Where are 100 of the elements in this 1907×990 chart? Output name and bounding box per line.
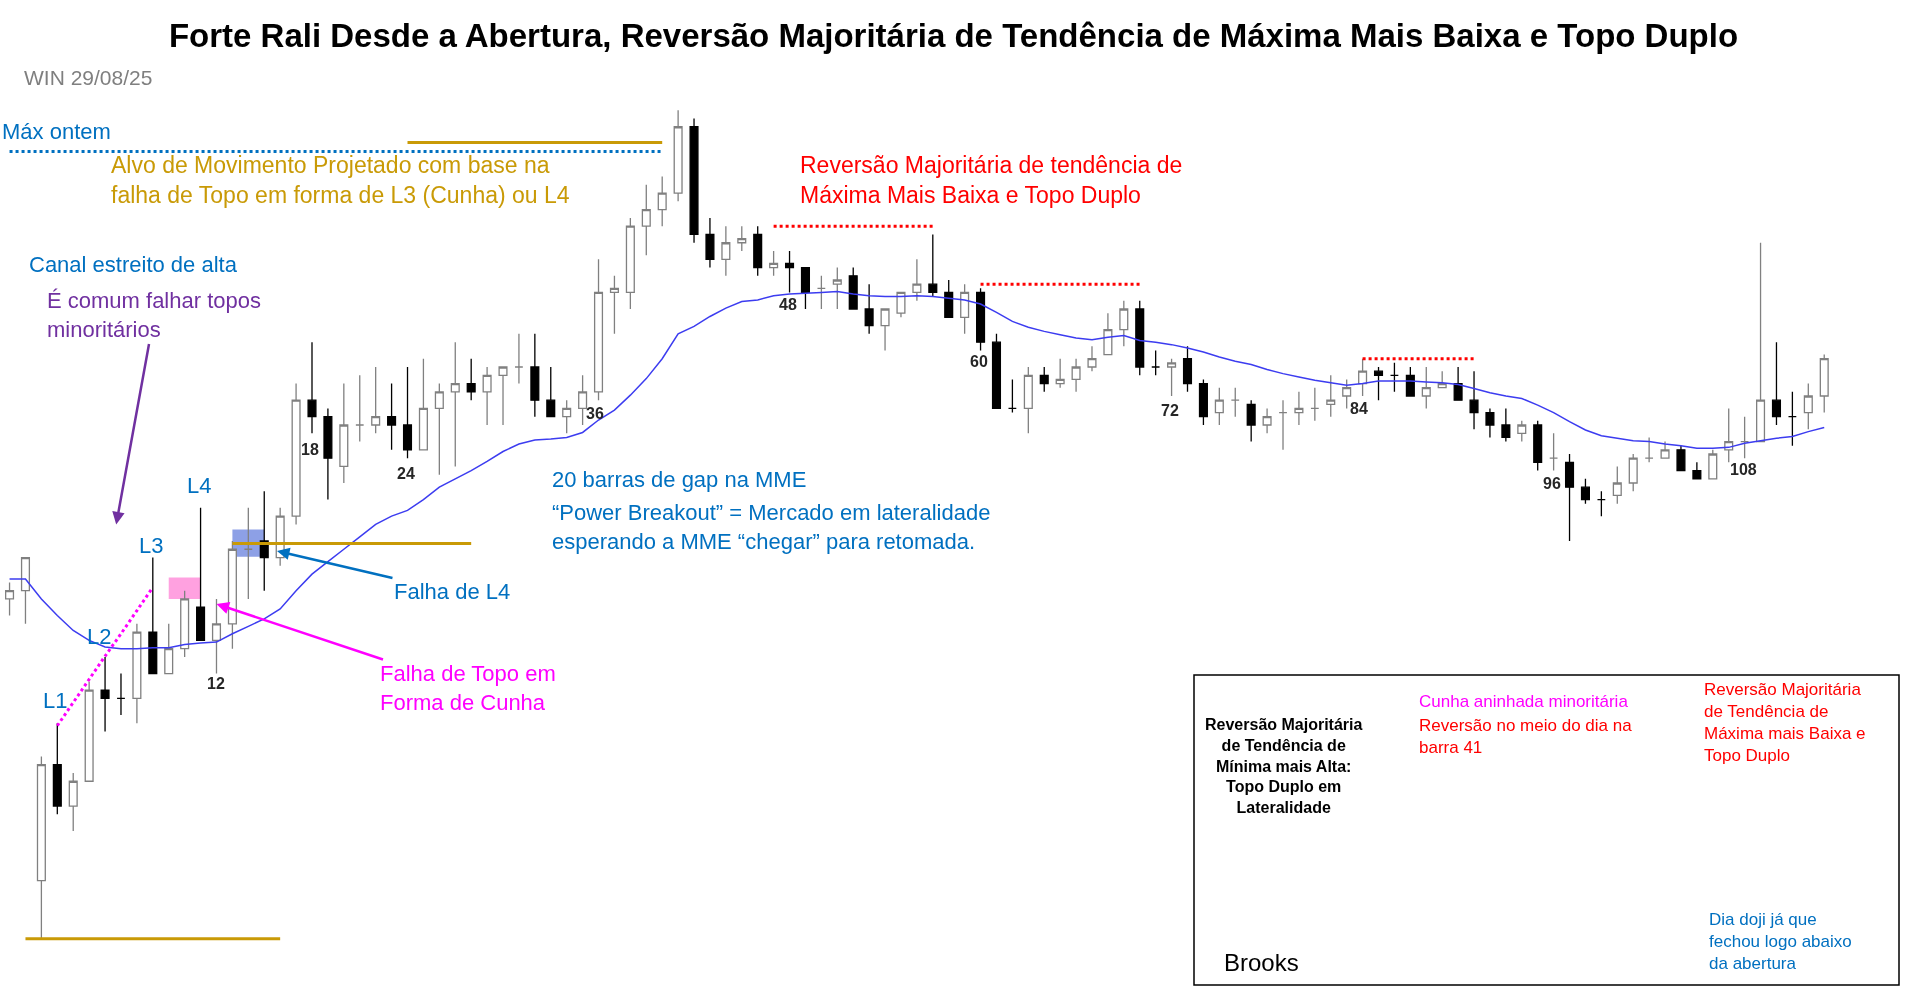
candlestick <box>132 623 142 724</box>
candlestick <box>578 374 588 426</box>
candlestick <box>466 358 476 401</box>
candlestick <box>832 266 842 310</box>
candlestick <box>1740 416 1750 459</box>
annotation: É comum falhar topos minoritários <box>47 288 261 342</box>
candlestick <box>498 366 508 426</box>
candlestick <box>339 382 349 484</box>
text: Brooks <box>1224 949 1299 976</box>
annotation: Falha de Topo em Forma de Cunha <box>380 661 556 715</box>
annotation: L4 <box>187 473 212 498</box>
candlestick <box>1119 300 1129 347</box>
candlestick <box>5 581 15 617</box>
annotation: L1 <box>43 688 68 713</box>
annotation: 20 barras de gap na MME <box>552 467 807 492</box>
candlestick <box>609 275 619 335</box>
candlestick <box>1803 382 1813 430</box>
annotation: Reversão Majoritária de Tendência de Máxima mais Baixa e Topo Duplo <box>1704 680 1866 766</box>
annotation: Canal estreito de alta <box>29 252 238 277</box>
candlestick <box>1405 366 1415 397</box>
candlestick <box>896 291 906 318</box>
candlestick <box>641 184 651 256</box>
candlestick <box>1198 378 1208 426</box>
candlestick <box>753 225 763 277</box>
candlestick <box>1469 370 1479 430</box>
annotation: 24 <box>397 465 415 482</box>
candlestick <box>625 217 635 310</box>
candlestick <box>1819 353 1829 414</box>
annotation: 12 <box>207 675 225 692</box>
candlestick <box>227 540 237 650</box>
candlestick <box>323 407 333 501</box>
candlestick <box>1580 478 1590 505</box>
candlestick <box>307 341 317 434</box>
annotation: Alvo de Movimento Projetado com base na falha de Topo em forma de L3 (Cunha) ou L4 <box>111 152 570 208</box>
annotation: “Power Breakout” = Mercado em lateralidade esperando a MME “chegar” para retomada. <box>552 500 991 554</box>
candlestick <box>1326 374 1336 418</box>
candlestick <box>1087 345 1097 372</box>
candlestick <box>514 333 524 385</box>
candlestick <box>418 358 428 451</box>
candlestick <box>991 333 1002 410</box>
candlestick <box>482 366 492 426</box>
candlestick <box>211 598 222 675</box>
candlestick <box>1135 300 1145 376</box>
annotation: Cunha aninhada minoritária <box>1419 692 1629 711</box>
candlestick <box>1039 366 1049 393</box>
candlestick <box>259 490 269 592</box>
candlestick <box>291 382 301 526</box>
candlestick <box>976 287 986 352</box>
candlestick <box>1533 420 1543 472</box>
candlestick <box>164 623 174 675</box>
candlestick <box>402 366 413 459</box>
candlestick <box>1278 399 1288 451</box>
candlestick <box>944 279 954 318</box>
candlestick <box>1501 407 1511 443</box>
candlestick <box>657 175 667 227</box>
candlestick <box>1389 362 1399 393</box>
candlestick <box>705 217 715 269</box>
chart-title: Forte Rali Desde a Abertura, Reversão Majoritária de Tendência de Máxima Mais Baixa e Topo Duplo <box>168 16 1739 54</box>
annotation: 108 <box>1730 461 1757 478</box>
annotation: 60 <box>970 353 988 370</box>
candlestick <box>371 366 381 434</box>
candlestick <box>1262 407 1272 434</box>
candlestick <box>434 382 444 476</box>
annotation: 18 <box>301 441 319 458</box>
candlestick <box>1787 391 1797 447</box>
annotation: Falha de L4 <box>394 579 511 604</box>
candlestick <box>1182 345 1193 393</box>
candlestick <box>1771 341 1782 426</box>
annotation: 96 <box>1543 475 1561 492</box>
candlestick <box>1151 349 1161 376</box>
annotation: 36 <box>586 405 604 422</box>
annotation: 72 <box>1161 402 1179 419</box>
candlestick <box>180 590 190 658</box>
candlestick <box>562 399 572 434</box>
candlestick <box>880 308 890 352</box>
candlestick <box>912 258 922 302</box>
candlestick <box>593 258 604 401</box>
candlestick <box>816 275 826 310</box>
candlestick <box>546 366 556 418</box>
candlestick <box>196 507 206 642</box>
candlestick <box>960 283 970 335</box>
candlestick <box>1517 420 1527 443</box>
annotation: Dia doji já que fechou logo abaixo da abertura <box>1709 910 1852 974</box>
annotation: 84 <box>1350 400 1368 417</box>
annotation: Reversão Majoritária de Tendência de Mínima mais Alta: Topo Duplo em Lateralidade <box>1205 716 1363 817</box>
candlestick <box>1692 461 1702 480</box>
candlestick <box>673 109 683 202</box>
annotation: L2 <box>87 624 112 649</box>
candlestick <box>1660 440 1670 459</box>
candlestick <box>1294 391 1304 426</box>
candlestick <box>148 556 158 675</box>
chart-subtitle: WIN 29/08/25 <box>24 66 153 89</box>
candlestick <box>784 250 795 294</box>
candlestick <box>1103 312 1113 356</box>
candlestick <box>1596 490 1606 517</box>
candlestick <box>100 656 110 733</box>
candlestick <box>1167 358 1177 397</box>
candlestick <box>450 341 460 468</box>
candlestick <box>800 266 811 310</box>
candlestick <box>1071 358 1081 393</box>
